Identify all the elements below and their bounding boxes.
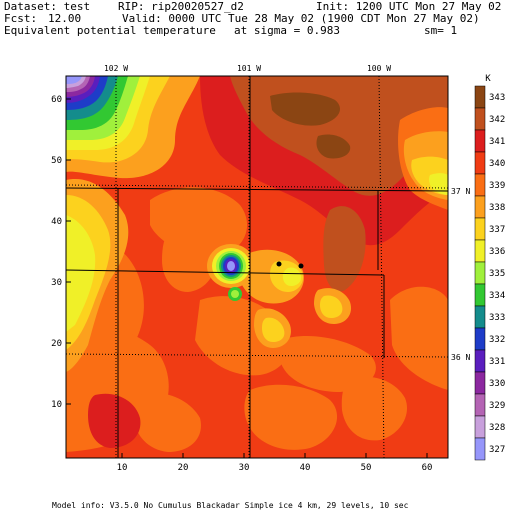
colorbar-swatch [474, 151, 486, 175]
colorbar-swatch [474, 173, 486, 197]
y-tick-label: 20 [51, 339, 62, 349]
theta-e-field [66, 76, 448, 458]
colorbar-level-label: 335 [489, 269, 505, 279]
x-tick-label: 50 [361, 463, 372, 473]
x-tick-label: 20 [178, 463, 189, 473]
colorbar-level-label: 342 [489, 115, 505, 125]
valid-time: Valid: 0000 UTC Tue 28 May 02 (1900 CDT … [122, 12, 480, 25]
state-boundaries [65, 76, 449, 458]
colorbar-level-label: 338 [489, 203, 505, 213]
init-time: Init: 1200 UTC Mon 27 May 02 [316, 0, 502, 13]
x-tick-label: 40 [300, 463, 311, 473]
colorbar-swatch [474, 195, 486, 219]
station-marker [276, 261, 282, 267]
colorbar-level-label: 341 [489, 137, 505, 147]
colorbar-swatch [474, 261, 486, 285]
colorbar-swatch [474, 107, 486, 131]
x-tick-label: 60 [422, 463, 433, 473]
lat-label: 36 N [451, 353, 470, 362]
colorbar-swatch [474, 393, 486, 417]
colorbar-level-label: 327 [489, 445, 505, 455]
colorbar-level-label: 331 [489, 357, 505, 367]
colorbar-swatch [474, 349, 486, 373]
colorbar-swatch [474, 305, 486, 329]
plot-frame [65, 75, 449, 459]
colorbar-swatch [474, 415, 486, 439]
rip-label: RIP: rip20020527_d2 [118, 0, 244, 13]
colorbar-level-label: 339 [489, 181, 505, 191]
colorbar-level-label: 330 [489, 379, 505, 389]
axis-ticks [66, 98, 428, 458]
sigma-level: at sigma = 0.983 [234, 24, 340, 37]
x-tick-label: 30 [239, 463, 250, 473]
colorbar-level-label: 340 [489, 159, 505, 169]
colorbar-swatch [474, 327, 486, 351]
latlon-grid [65, 75, 449, 459]
colorbar-swatch [474, 239, 486, 263]
lon-label: 102 W [104, 64, 128, 73]
colorbar-unit: K [485, 74, 491, 84]
colorbar-level-label: 336 [489, 247, 505, 257]
x-tick-label: 10 [117, 463, 128, 473]
y-tick-label: 50 [51, 156, 62, 166]
colorbar: 343 342 341 340 339 338 337 336 335 334 333 332 331 3… [474, 85, 505, 461]
fcst-value: 12.00 [48, 12, 82, 25]
colorbar-level-label: 329 [489, 401, 505, 411]
lon-label: 101 W [237, 64, 261, 73]
colorbar-level-label: 337 [489, 225, 505, 235]
y-tick-label: 30 [51, 278, 62, 288]
y-tick-label: 40 [51, 217, 62, 227]
colorbar-swatch [474, 85, 486, 109]
lat-label: 37 N [451, 187, 470, 196]
station-marker [298, 263, 304, 269]
field-name: Equivalent potential temperature [4, 24, 216, 37]
fcst-label: Fcst: [4, 12, 38, 25]
y-tick-label: 60 [51, 95, 62, 105]
dataset-label: Dataset: test [4, 0, 91, 13]
colorbar-level-label: 332 [489, 335, 505, 345]
colorbar-level-label: 328 [489, 423, 505, 433]
colorbar-level-label: 334 [489, 291, 505, 301]
y-tick-label: 10 [51, 400, 62, 410]
colorbar-swatch [474, 283, 486, 307]
colorbar-swatch [474, 437, 486, 461]
lon-label: 100 W [367, 64, 391, 73]
smoothing: sm= 1 [424, 24, 458, 37]
colorbar-level-label: 333 [489, 313, 505, 323]
colorbar-swatch [474, 129, 486, 153]
colorbar-swatch [474, 371, 486, 395]
model-info: Model info: V3.5.0 No Cumulus Blackadar … [52, 501, 409, 510]
colorbar-level-label: 343 [489, 93, 505, 103]
colorbar-swatch [474, 217, 486, 241]
